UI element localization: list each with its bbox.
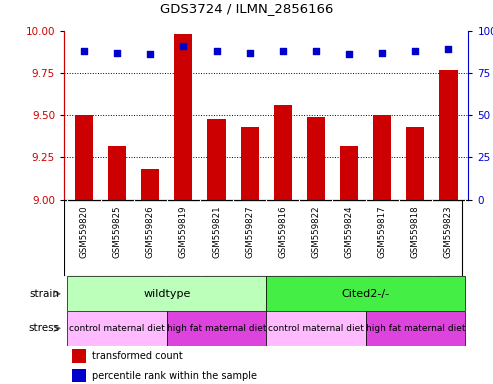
Point bbox=[378, 50, 386, 56]
Bar bbox=[274, 105, 292, 200]
Bar bbox=[68, 276, 266, 311]
Bar bbox=[340, 146, 358, 200]
Text: GDS3724 / ILMN_2856166: GDS3724 / ILMN_2856166 bbox=[160, 2, 333, 15]
Point bbox=[146, 51, 154, 58]
Text: control maternal diet: control maternal diet bbox=[69, 324, 165, 333]
Bar bbox=[266, 311, 366, 346]
Text: percentile rank within the sample: percentile rank within the sample bbox=[92, 371, 257, 381]
Text: Cited2-/-: Cited2-/- bbox=[342, 289, 389, 299]
Text: GSM559818: GSM559818 bbox=[411, 206, 420, 258]
Text: GSM559824: GSM559824 bbox=[345, 206, 353, 258]
Text: high fat maternal diet: high fat maternal diet bbox=[167, 324, 266, 333]
Point bbox=[212, 48, 220, 54]
Point bbox=[312, 48, 320, 54]
Bar bbox=[208, 119, 226, 200]
Text: GSM559821: GSM559821 bbox=[212, 206, 221, 258]
Bar bbox=[108, 146, 126, 200]
Text: transformed count: transformed count bbox=[92, 351, 183, 361]
Text: control maternal diet: control maternal diet bbox=[268, 324, 364, 333]
Bar bbox=[266, 276, 465, 311]
Point bbox=[80, 48, 88, 54]
Bar bbox=[406, 127, 424, 200]
Point bbox=[179, 43, 187, 49]
Text: GSM559817: GSM559817 bbox=[378, 206, 387, 258]
Point bbox=[279, 48, 287, 54]
Text: GSM559822: GSM559822 bbox=[312, 206, 320, 258]
Bar bbox=[373, 115, 391, 200]
Text: GSM559820: GSM559820 bbox=[79, 206, 88, 258]
Point bbox=[113, 50, 121, 56]
Text: GSM559819: GSM559819 bbox=[179, 206, 188, 258]
Point bbox=[411, 48, 419, 54]
Bar bbox=[167, 311, 266, 346]
Bar bbox=[366, 311, 465, 346]
Bar bbox=[174, 34, 192, 200]
Text: strain: strain bbox=[29, 289, 59, 299]
Text: GSM559825: GSM559825 bbox=[112, 206, 122, 258]
Bar bbox=[439, 70, 458, 200]
Bar bbox=[68, 311, 167, 346]
Text: GSM559826: GSM559826 bbox=[146, 206, 155, 258]
Text: GSM559827: GSM559827 bbox=[245, 206, 254, 258]
Point bbox=[445, 46, 453, 52]
Bar bbox=[307, 117, 325, 200]
Text: GSM559823: GSM559823 bbox=[444, 206, 453, 258]
Text: high fat maternal diet: high fat maternal diet bbox=[366, 324, 465, 333]
Text: stress: stress bbox=[28, 323, 59, 333]
Point bbox=[345, 51, 353, 58]
Bar bbox=[72, 369, 86, 382]
Bar bbox=[241, 127, 259, 200]
Text: wildtype: wildtype bbox=[143, 289, 190, 299]
Text: GSM559816: GSM559816 bbox=[278, 206, 287, 258]
Point bbox=[246, 50, 253, 56]
Bar bbox=[141, 169, 159, 200]
Bar bbox=[72, 349, 86, 363]
Bar bbox=[75, 115, 93, 200]
